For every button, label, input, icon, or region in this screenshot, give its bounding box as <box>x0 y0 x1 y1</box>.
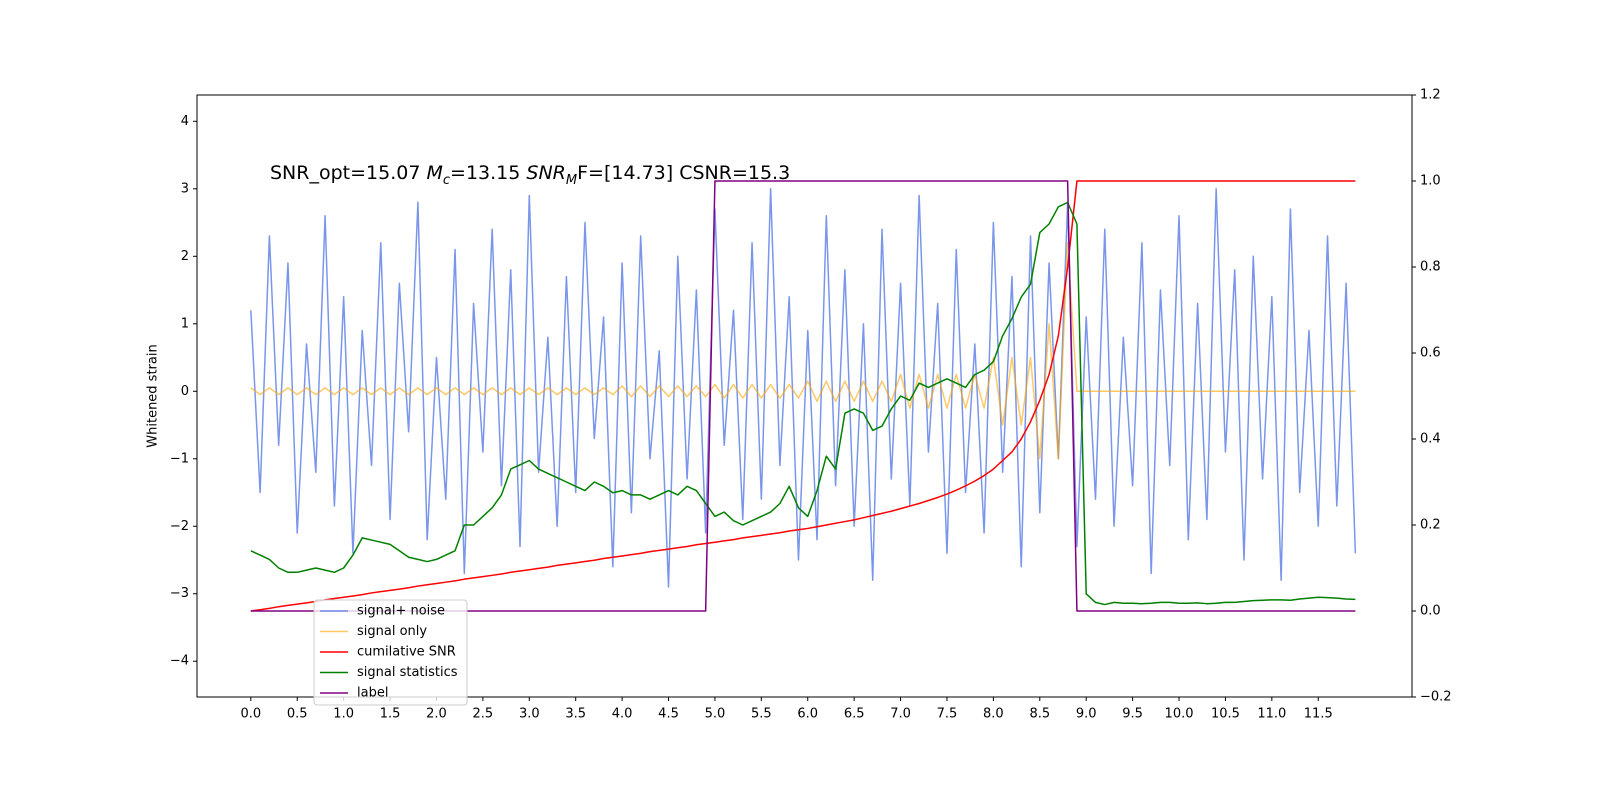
y2-tick-label: −0.2 <box>1420 690 1452 705</box>
x-tick-label: 7.0 <box>890 707 911 722</box>
title-part: =13.15 <box>450 162 526 184</box>
x-tick-label: 9.0 <box>1076 707 1097 722</box>
y2-tick-label: 1.0 <box>1420 174 1441 189</box>
y-tick-label: −4 <box>170 654 189 669</box>
legend-box <box>313 599 468 706</box>
title-part: M <box>426 162 442 184</box>
title-part: SNR_opt=15.07 <box>270 162 426 184</box>
x-tick-label: 9.5 <box>1122 707 1143 722</box>
x-tick-label: 3.5 <box>565 707 586 722</box>
y2-tick-label: 1.2 <box>1420 88 1441 103</box>
legend-label: cumilative SNR <box>357 645 456 660</box>
x-tick-label: 8.0 <box>983 707 1004 722</box>
x-tick-label: 6.0 <box>797 707 818 722</box>
x-tick-label: 4.5 <box>658 707 679 722</box>
x-tick-label: 6.5 <box>844 707 865 722</box>
legend-label: signal+ noise <box>357 604 445 619</box>
y-tick-label: 1 <box>181 316 189 331</box>
y2-tick-label: 0.8 <box>1420 260 1441 275</box>
legend-label: signal statistics <box>357 665 458 680</box>
y2-tick-label: 0.2 <box>1420 518 1441 533</box>
title-part: F=[14.73] CSNR=15.3 <box>577 162 790 184</box>
y-tick-label: 2 <box>181 249 189 264</box>
x-tick-label: 2.0 <box>426 707 447 722</box>
y-tick-label: 4 <box>181 114 189 129</box>
x-tick-label: 7.5 <box>937 707 958 722</box>
y-tick-label: −1 <box>170 451 189 466</box>
title-part: c <box>443 173 450 188</box>
y-tick-label: −3 <box>170 586 189 601</box>
y2-tick-label: 0.0 <box>1420 604 1441 619</box>
x-tick-label: 5.0 <box>705 707 726 722</box>
x-tick-label: 5.5 <box>751 707 772 722</box>
chart-title: SNR_opt=15.07 Mc=13.15 SNRMF=[14.73] CSN… <box>270 162 790 189</box>
series-line <box>250 201 1356 606</box>
title-part: SNR <box>526 162 565 184</box>
y-tick-label: −2 <box>170 519 189 534</box>
y2-tick-label: 0.6 <box>1420 346 1441 361</box>
series-line <box>250 180 1356 612</box>
x-tick-label: 1.5 <box>380 707 401 722</box>
x-tick-label: 3.0 <box>519 707 540 722</box>
x-tick-label: 8.5 <box>1029 707 1050 722</box>
x-tick-label: 0.5 <box>287 707 308 722</box>
y2-tick-label: 0.4 <box>1420 432 1441 447</box>
x-tick-label: 1.0 <box>333 707 354 722</box>
title-part: M <box>566 173 577 188</box>
series-line <box>250 242 1356 460</box>
x-tick-label: 10.0 <box>1165 707 1194 722</box>
series-line <box>250 188 1357 588</box>
y-tick-label: 0 <box>181 384 189 399</box>
x-tick-label: 11.5 <box>1304 707 1333 722</box>
x-tick-label: 0.0 <box>240 707 261 722</box>
legend-label: signal only <box>357 624 427 639</box>
y-axis-label: Whitened strain <box>146 344 161 447</box>
y-tick-label: 3 <box>181 181 189 196</box>
x-tick-label: 11.0 <box>1257 707 1286 722</box>
x-tick-label: 4.0 <box>612 707 633 722</box>
legend-label: label <box>357 686 388 701</box>
x-tick-label: 10.5 <box>1211 707 1240 722</box>
x-tick-label: 2.5 <box>473 707 494 722</box>
plot-frame <box>196 94 1413 698</box>
